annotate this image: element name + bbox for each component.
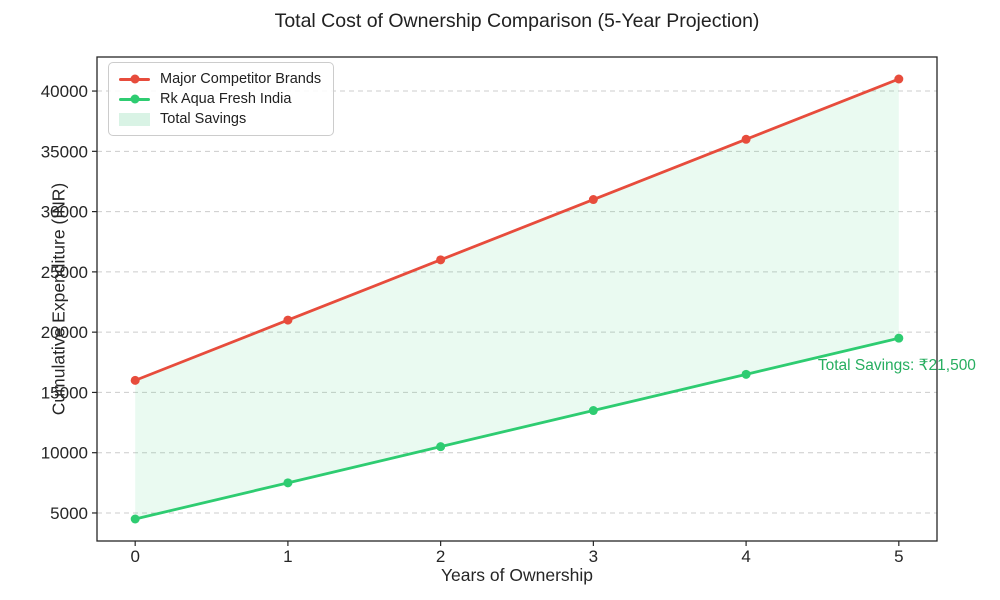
x-tick-label-5: 5	[894, 547, 903, 566]
series-1-marker-x3	[588, 406, 598, 416]
legend-label: Total Savings	[160, 111, 247, 127]
plot-border	[96, 56, 938, 542]
series-1-marker-x4	[741, 369, 751, 379]
x-tick-label-2: 2	[436, 547, 445, 566]
x-tick-label-1: 1	[283, 547, 292, 566]
x-tick-label-3: 3	[589, 547, 598, 566]
y-tick-label-5000: 5000	[50, 504, 88, 523]
legend-row-1: Rk Aqua Fresh India	[119, 89, 321, 109]
y-tick-label-30000: 30000	[41, 203, 88, 222]
series-1-marker-x1	[283, 478, 293, 488]
y-tick-label-15000: 15000	[41, 383, 88, 402]
legend-row-2: Total Savings	[119, 109, 321, 129]
x-tick-label-4: 4	[741, 547, 750, 566]
legend-label: Rk Aqua Fresh India	[160, 91, 292, 107]
chart-title: Total Cost of Ownership Comparison (5-Ye…	[274, 10, 760, 32]
series-0-marker-x1	[283, 315, 293, 325]
legend-line-sample-icon	[119, 74, 150, 84]
legend: Major Competitor Brands Rk Aqua Fresh Ind…	[108, 62, 335, 136]
series-0-marker-x0	[130, 375, 140, 385]
total-savings-annotation: Total Savings: ₹21,500	[817, 356, 976, 374]
y-tick-label-35000: 35000	[41, 142, 88, 161]
savings-fill-area	[135, 79, 899, 519]
series-1-marker-x2	[436, 442, 446, 452]
series-1-marker-x0	[130, 514, 140, 524]
series-0-marker-x2	[436, 255, 446, 265]
legend-label: Major Competitor Brands	[160, 71, 322, 87]
y-tick-label-40000: 40000	[41, 82, 88, 101]
y-tick-label-25000: 25000	[41, 263, 88, 282]
legend-line-sample-icon	[119, 94, 150, 104]
legend-patch-sample-icon	[119, 112, 150, 126]
series-line-1	[133, 336, 901, 521]
legend-row-0: Major Competitor Brands	[119, 69, 321, 89]
x-axis-label: Years of Ownership	[440, 565, 594, 585]
series-0-marker-x5	[894, 74, 904, 84]
y-tick-label-10000: 10000	[41, 444, 88, 463]
series-0-marker-x4	[741, 134, 751, 144]
series-0-marker-x3	[588, 195, 598, 205]
series-1-marker-x5	[894, 333, 904, 343]
series-line-0	[133, 77, 901, 382]
x-tick-label-0: 0	[130, 547, 139, 566]
y-tick-label-20000: 20000	[41, 323, 88, 342]
